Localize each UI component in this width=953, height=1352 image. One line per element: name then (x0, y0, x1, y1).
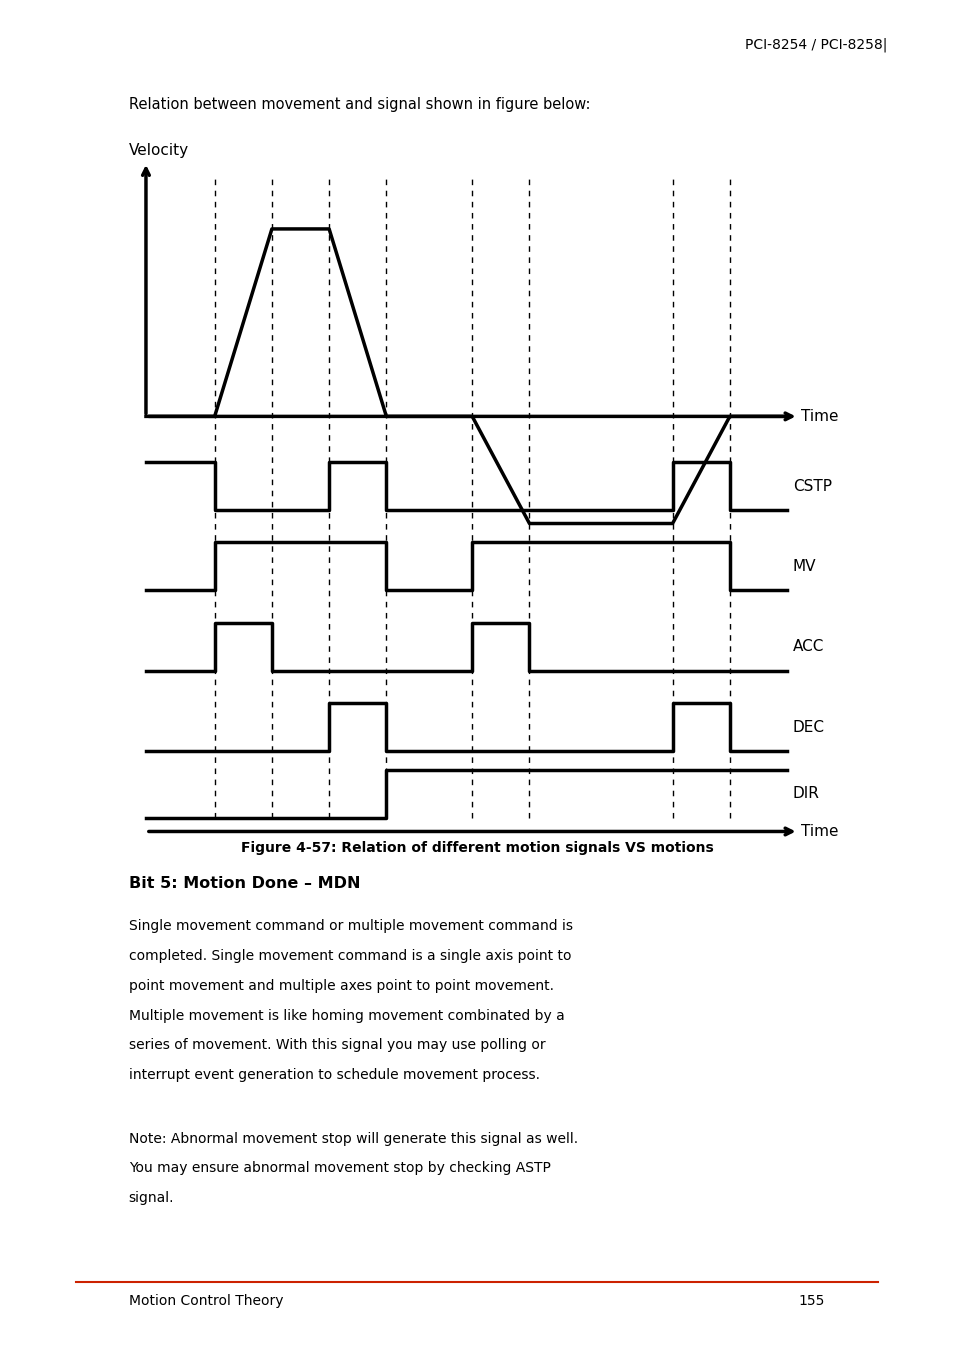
Text: point movement and multiple axes point to point movement.: point movement and multiple axes point t… (129, 979, 553, 992)
Text: signal.: signal. (129, 1191, 174, 1205)
Text: Time: Time (801, 823, 838, 840)
Text: PCI-8254 / PCI-8258|: PCI-8254 / PCI-8258| (744, 38, 886, 53)
Text: 155: 155 (798, 1294, 824, 1307)
Text: MV: MV (792, 558, 816, 573)
Text: DEC: DEC (792, 719, 824, 734)
Text: CSTP: CSTP (792, 479, 831, 493)
Text: Relation between movement and signal shown in figure below:: Relation between movement and signal sho… (129, 97, 590, 112)
Text: completed. Single movement command is a single axis point to: completed. Single movement command is a … (129, 949, 571, 963)
Text: Motion Control Theory: Motion Control Theory (129, 1294, 283, 1307)
Text: Single movement command or multiple movement command is: Single movement command or multiple move… (129, 919, 572, 933)
Text: DIR: DIR (792, 787, 819, 802)
Text: series of movement. With this signal you may use polling or: series of movement. With this signal you… (129, 1038, 545, 1052)
Text: Multiple movement is like homing movement combinated by a: Multiple movement is like homing movemen… (129, 1009, 564, 1022)
Text: Bit 5: Motion Done – MDN: Bit 5: Motion Done – MDN (129, 876, 360, 891)
Text: Velocity: Velocity (129, 143, 189, 158)
Text: interrupt event generation to schedule movement process.: interrupt event generation to schedule m… (129, 1068, 539, 1082)
Text: Figure 4-57: Relation of different motion signals VS motions: Figure 4-57: Relation of different motio… (240, 841, 713, 854)
Text: Note: Abnormal movement stop will generate this signal as well.: Note: Abnormal movement stop will genera… (129, 1132, 578, 1145)
Text: You may ensure abnormal movement stop by checking ASTP: You may ensure abnormal movement stop by… (129, 1161, 550, 1175)
Text: ACC: ACC (792, 639, 823, 654)
Text: Time: Time (801, 408, 838, 425)
